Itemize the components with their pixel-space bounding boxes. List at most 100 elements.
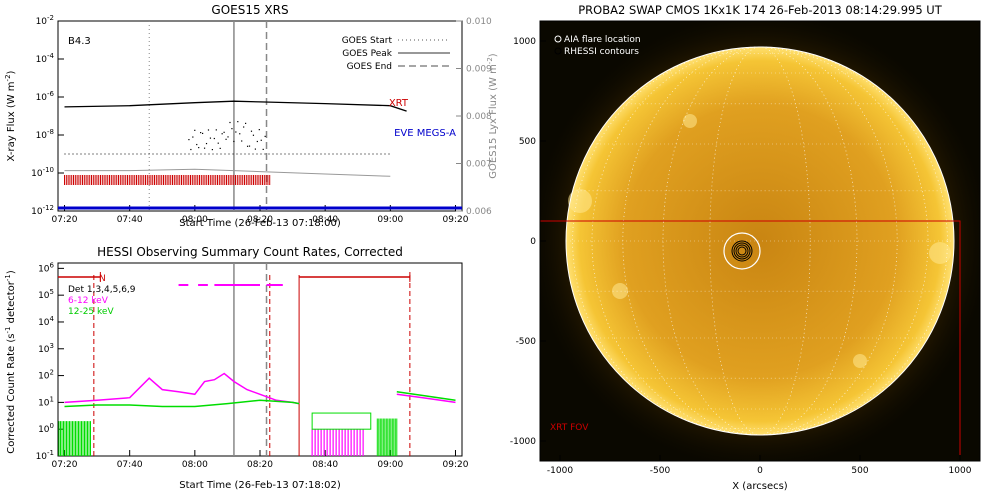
goes-y-tick-label: 10-2 <box>36 14 54 27</box>
xrs-short-point <box>205 142 208 145</box>
hessi-ylabel: Corrected Count Rate (s-1 detector-1) <box>4 270 17 454</box>
hessi-x-ticks: 07:20 07:40 08:00 08:20 08:40 09:00 09:20 <box>52 450 469 470</box>
high-energy-step <box>311 412 372 430</box>
hessi-panel: HESSI Observing Summary Count Rates, Cor… <box>4 245 469 491</box>
xrs-short-point <box>252 134 255 136</box>
legend-goes-end: GOES End <box>347 62 392 72</box>
xrs-short-point <box>198 146 200 149</box>
xrs-short-point <box>207 129 210 131</box>
hessi-y-tick-label: 104 <box>38 315 54 328</box>
goes-y2-ticks: 0.010 0.009 0.008 0.007 0.006 <box>456 17 492 217</box>
xrs-short-point <box>202 132 204 135</box>
swap-x-tick-label: 0 <box>757 466 763 476</box>
goes-x-tick-label: 08:20 <box>247 215 273 225</box>
xrs-short-point <box>211 148 213 151</box>
goes-y2-tick-label: 0.006 <box>466 207 492 217</box>
xrs-short-point <box>188 139 190 141</box>
swap-x-tick-label: 500 <box>851 466 868 476</box>
flag-label: N <box>99 274 106 284</box>
swap-y-tick-label: -500 <box>516 337 537 347</box>
active-region <box>929 242 951 264</box>
goes-y-tick-label: 10-4 <box>36 52 55 65</box>
legend-goes-start: GOES Start <box>342 36 393 46</box>
swap-x-tick-label: -1000 <box>547 466 573 476</box>
rhessi-contour <box>737 246 747 256</box>
active-region <box>568 189 592 213</box>
high-energy-line <box>64 399 300 408</box>
hessi-y-tick-label: 105 <box>38 288 54 301</box>
xrs-short-point <box>260 139 262 141</box>
hessi-x-tick-label: 07:20 <box>52 460 78 470</box>
hessi-x-tick-label: 07:40 <box>117 460 143 470</box>
xrs-short-point <box>225 138 227 140</box>
goes-x-tick-label: 07:20 <box>52 215 78 225</box>
lya-line <box>64 168 391 177</box>
xrs-short-point <box>190 148 192 151</box>
swap-y-tick-label: 0 <box>530 237 536 247</box>
goes-x-tick-label: 07:40 <box>117 215 143 225</box>
xrs-short-point <box>233 140 235 143</box>
goes-class-annotation: B4.3 <box>68 36 91 47</box>
xrs-short-point <box>219 147 221 149</box>
goes-x-tick-label: 09:20 <box>443 215 469 225</box>
rhessi-contour <box>733 242 751 260</box>
swap-panel: PROBA2 SWAP CMOS 1Kx1K 174 26-Feb-2013 0… <box>510 3 981 492</box>
xrs-long-line <box>64 100 407 112</box>
xrs-short-point <box>231 128 233 130</box>
xrs-short-point <box>256 140 258 143</box>
xrt-label: XRT <box>389 98 409 109</box>
xrt-fov-label: XRT FOV <box>550 423 589 433</box>
rhessi-contour <box>731 240 753 262</box>
goes-x-ticks: 07:20 07:40 08:00 08:20 08:40 09:00 09:20 <box>52 205 469 225</box>
goes-y-tick-label: 10-12 <box>31 204 54 217</box>
xrs-short-point <box>262 148 264 151</box>
xrs-short-point <box>194 129 196 131</box>
hessi-x-tick-label: 09:20 <box>443 460 469 470</box>
xrs-short-point <box>227 136 229 138</box>
xrs-short-point <box>203 147 206 149</box>
hessi-x-tick-label: 08:20 <box>247 460 273 470</box>
goes-title: GOES15 XRS <box>211 3 288 17</box>
xrs-short-point <box>245 122 247 124</box>
xrs-short-point <box>217 142 219 144</box>
goes-xlabel: Start Time (26-Feb-13 07:18:00) <box>179 218 341 229</box>
grid-longitude <box>622 46 898 436</box>
xrs-short-point <box>239 133 241 135</box>
active-region <box>612 283 628 299</box>
goes-y2-tick-label: 0.010 <box>466 17 492 27</box>
active-region <box>853 354 867 368</box>
xrs-short-point <box>223 131 225 133</box>
legend-high: 12-25 keV <box>68 307 114 317</box>
low-energy-line <box>64 372 300 405</box>
goes-y2label: GOES15 Lyx Flux (W m-2) <box>486 53 499 179</box>
grid-longitude <box>572 46 948 436</box>
legend-rhessi: RHESSI contours <box>564 47 639 57</box>
xrs-short-point <box>215 129 217 131</box>
xrs-short-point <box>241 140 243 142</box>
hessi-x-tick-label: 08:00 <box>182 460 208 470</box>
xrt-fov-box <box>540 220 961 461</box>
xrs-short-point <box>243 126 245 128</box>
eve-label: EVE MEGS-A <box>394 128 456 139</box>
hessi-x-tick-label: 08:40 <box>312 460 338 470</box>
swap-y-tick-label: -1000 <box>510 437 536 447</box>
goes-y2-tick-label: 0.007 <box>466 160 492 170</box>
goes-y-ticks: 10-2 10-4 10-6 10-8 10-10 10-12 <box>31 14 64 217</box>
goes-x-tick-label: 08:00 <box>182 215 208 225</box>
swap-x-tick-label: 1000 <box>949 466 972 476</box>
xrs-short-point <box>221 133 223 135</box>
aia-flare-marker <box>723 232 761 270</box>
xrs-short-point <box>235 131 237 133</box>
xrs-short-point <box>229 121 231 124</box>
xrs-short-point <box>209 137 212 139</box>
high-energy-line-post <box>396 390 456 402</box>
xrs-short-point <box>237 121 239 123</box>
xrs-short-point <box>200 132 202 134</box>
hessi-y-tick-label: 10-1 <box>36 449 54 462</box>
hessi-y-tick-label: 101 <box>38 395 54 408</box>
swap-x-ticks: -1000 -500 0 500 1000 <box>547 455 972 476</box>
swap-title: PROBA2 SWAP CMOS 1Kx1K 174 26-Feb-2013 0… <box>578 3 942 17</box>
hessi-xlabel: Start Time (26-Feb-13 07:18:02) <box>179 480 341 491</box>
